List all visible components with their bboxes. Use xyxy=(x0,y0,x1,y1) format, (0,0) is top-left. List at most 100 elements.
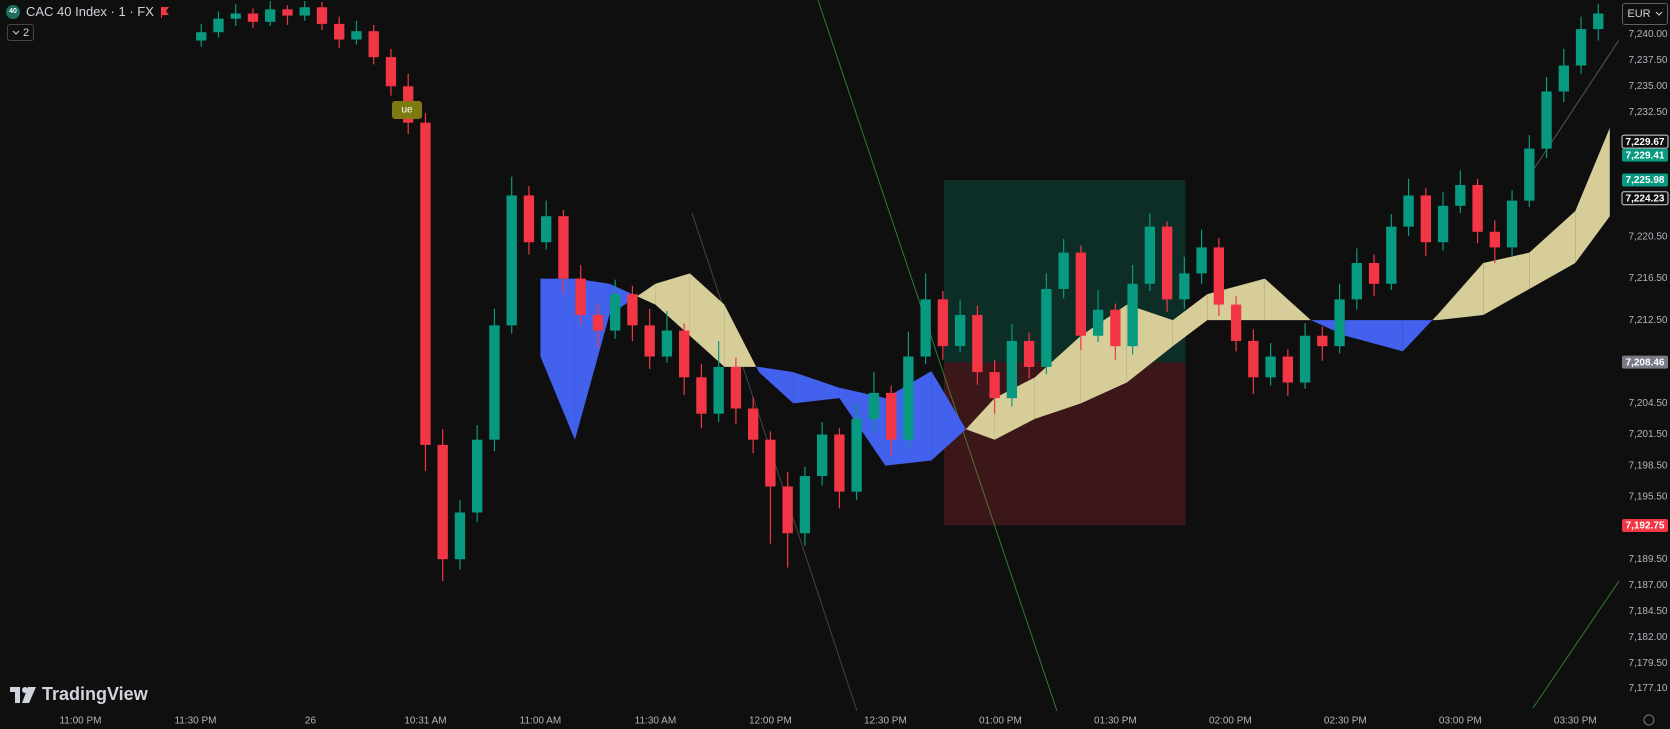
x-tick-label: 11:00 PM xyxy=(59,716,101,727)
y-tick-label: 7,240.00 xyxy=(1629,29,1668,40)
candle-body xyxy=(851,418,862,492)
y-tick-label: 7,235.00 xyxy=(1629,81,1668,92)
price-badge xyxy=(1621,134,1669,149)
candle-body xyxy=(834,434,845,492)
candle-body xyxy=(1455,185,1466,206)
candle-body xyxy=(920,299,931,357)
candle-body xyxy=(523,195,535,243)
cloud-segment xyxy=(758,366,794,404)
cloud-segment xyxy=(637,283,656,305)
candle-body xyxy=(1041,288,1052,367)
x-tick-label: 02:30 PM xyxy=(1324,716,1367,727)
candle-body xyxy=(334,23,345,40)
x-tick-label: 03:30 PM xyxy=(1554,716,1597,727)
candle-body xyxy=(282,9,293,16)
y-tick-label: 7,212.50 xyxy=(1629,315,1668,326)
candle-body xyxy=(1058,252,1069,289)
indicator-count: 2 xyxy=(23,26,30,39)
x-tick-label: 01:00 PM xyxy=(979,716,1022,727)
candle-body xyxy=(1075,252,1087,336)
candle-body xyxy=(420,122,431,445)
candle-body xyxy=(1472,185,1483,232)
price-badge xyxy=(1622,518,1668,532)
x-tick-label: 12:00 PM xyxy=(749,716,792,727)
candle-body xyxy=(1127,283,1138,347)
candle-body xyxy=(1351,262,1363,300)
candle-body xyxy=(1110,309,1121,347)
price-badge-label: 7,192.75 xyxy=(1626,521,1665,532)
price-badge-label: 7,229.41 xyxy=(1626,150,1665,161)
cloud-segment xyxy=(540,278,575,440)
tag-text: ue xyxy=(401,105,413,116)
candle-body xyxy=(1506,200,1518,248)
candle-body xyxy=(472,439,483,513)
candle-body xyxy=(541,216,552,243)
y-tick-label: 7,177.10 xyxy=(1629,683,1668,694)
symbol-title[interactable]: CAC 40 Index · 1 · FX xyxy=(26,4,154,19)
candle-body xyxy=(1092,309,1104,336)
cloud-segment xyxy=(1483,252,1530,315)
settings-icon[interactable] xyxy=(1643,714,1655,726)
cloud-segment xyxy=(1437,262,1484,321)
trend-line xyxy=(817,0,1058,711)
brand-name: TradingView xyxy=(42,684,148,704)
candle-body xyxy=(368,31,379,58)
brand-logo xyxy=(10,686,36,703)
price-badge xyxy=(1622,355,1668,369)
chevron xyxy=(12,30,20,35)
candle-body xyxy=(1179,273,1190,300)
candle-body xyxy=(1317,335,1328,347)
candle-body xyxy=(816,434,828,477)
annotation-tag: ue xyxy=(392,101,422,119)
price-badge xyxy=(1621,191,1669,206)
cloud-segment xyxy=(1432,314,1438,321)
candle-body xyxy=(989,372,1000,399)
candle-body xyxy=(1593,13,1604,30)
candle-body xyxy=(506,195,517,326)
symbol-icon: 40 xyxy=(6,4,20,19)
trend-line xyxy=(1532,580,1619,709)
currency: EUR xyxy=(1627,8,1651,20)
candle-body xyxy=(1386,226,1397,284)
candle-body xyxy=(592,314,604,331)
x-tick-label: 11:00 AM xyxy=(520,716,562,727)
cloud-segment xyxy=(793,372,840,404)
y-tick-label: 7,232.50 xyxy=(1629,107,1668,118)
x-tick-label: 02:00 PM xyxy=(1209,716,1252,727)
candle-body xyxy=(678,330,690,378)
y-tick-label: 7,184.50 xyxy=(1629,606,1668,617)
candle-body xyxy=(196,32,207,41)
candle-body xyxy=(489,325,500,440)
cloud-segment xyxy=(965,398,995,440)
flag-icon[interactable] xyxy=(160,6,170,18)
y-tick-label: 7,195.50 xyxy=(1629,492,1668,503)
candle-body xyxy=(1006,340,1018,399)
candle-body xyxy=(937,299,949,347)
candle-body xyxy=(299,7,310,16)
candle-body xyxy=(1437,205,1449,243)
cloud-segment xyxy=(1575,127,1610,263)
candle-body xyxy=(954,314,966,347)
candle-body xyxy=(1368,262,1380,284)
x-tick-label: 10:31 AM xyxy=(404,716,446,727)
candle-body xyxy=(972,314,983,373)
indicator-toggle[interactable]: 2 xyxy=(7,24,35,41)
candle-body xyxy=(885,392,897,440)
cloud-segment xyxy=(1172,294,1208,347)
y-tick-label: 7,182.00 xyxy=(1629,632,1668,643)
cloud-segment xyxy=(1264,278,1311,321)
x-tick-label: 03:00 PM xyxy=(1439,716,1482,727)
currency-select[interactable]: EUR xyxy=(1622,3,1668,25)
candle-body xyxy=(1265,356,1276,378)
candle-body xyxy=(1248,340,1259,378)
y-tick-label: 7,189.50 xyxy=(1629,554,1668,565)
y-tick-label: 7,204.50 xyxy=(1629,398,1668,409)
x-tick-label: 12:30 PM xyxy=(864,716,907,727)
candle-body xyxy=(351,31,362,40)
cloud-segment xyxy=(1529,211,1576,289)
candle-body xyxy=(713,366,724,414)
candle-body xyxy=(1334,299,1345,347)
candle-body xyxy=(1524,148,1535,201)
candle-body xyxy=(558,216,569,279)
